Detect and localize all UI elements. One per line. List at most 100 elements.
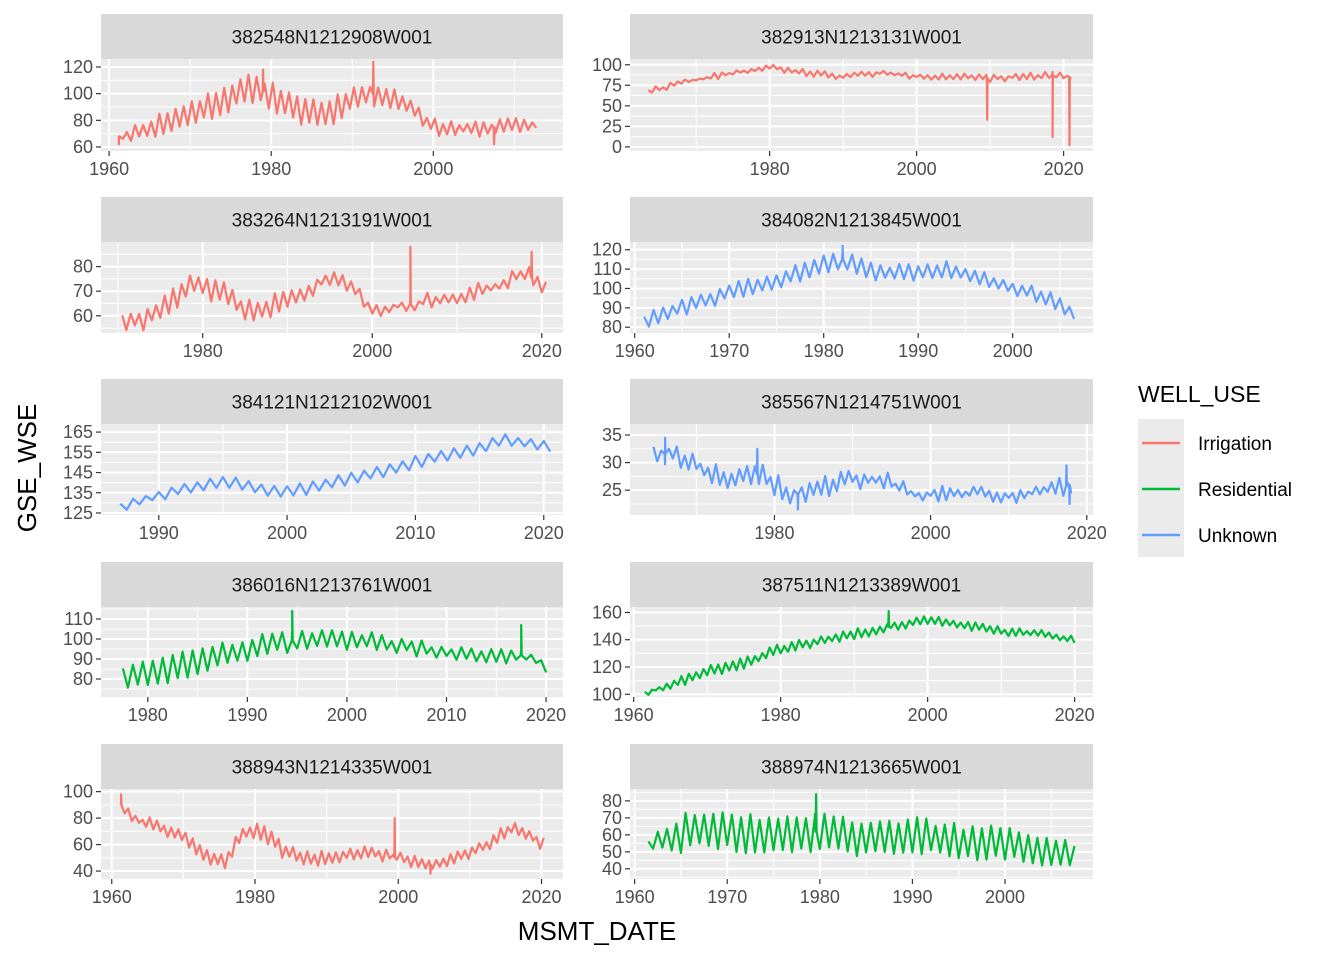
x-tick-label: 1960 <box>615 887 655 907</box>
panel-background <box>101 789 563 879</box>
series-line-residential <box>121 609 548 689</box>
series-line-unknown <box>652 436 1073 511</box>
legend: WELL_USE Irrigation Residential Unknown <box>1138 381 1292 557</box>
y-tick-label: 110 <box>64 609 93 629</box>
facet-strip <box>101 379 563 424</box>
series-line-unknown <box>119 433 552 511</box>
series-line-residential <box>643 610 1076 696</box>
x-tick-label: 2010 <box>395 523 435 543</box>
y-tick-label: 100 <box>592 55 622 75</box>
x-tick-label: 2000 <box>993 341 1033 361</box>
y-tick-label: 100 <box>63 629 93 649</box>
x-tick-label: 2000 <box>908 705 948 725</box>
x-tick-label: 1990 <box>139 523 179 543</box>
y-tick-label: 80 <box>602 317 622 337</box>
series-line-irrigation <box>647 63 1072 147</box>
legend-label-unknown: Unknown <box>1198 526 1277 547</box>
panel-background <box>101 607 563 697</box>
y-tick-label: 160 <box>592 602 622 622</box>
x-tick-label: 1960 <box>614 705 654 725</box>
x-tick-label: 2020 <box>521 887 561 907</box>
facet-strip <box>101 562 563 607</box>
facet-strip-label: 384082N1213845W001 <box>761 211 962 232</box>
x-tick-label: 2000 <box>413 159 453 179</box>
panel-background <box>101 59 563 151</box>
facet-strip-label: 385567N1214751W001 <box>761 393 962 414</box>
y-tick-label: 120 <box>592 657 622 677</box>
y-tick-label: 60 <box>73 835 93 855</box>
facet-panel: 384121N1212102W001 1990 2000 2010 2020 125135… <box>63 379 564 543</box>
x-tick-label: 2000 <box>352 341 392 361</box>
y-tick-label: 50 <box>602 842 622 862</box>
facet-panel: 388943N1214335W001 1960 1980 2000 2020 40 60 80… <box>63 744 563 907</box>
x-tick-label: 1970 <box>707 887 747 907</box>
facet-panel: 384082N1213845W001 1960 1970 1980 1990 2000 80… <box>592 197 1093 361</box>
x-tick-label: 1970 <box>709 341 749 361</box>
y-tick-label: 120 <box>592 240 622 260</box>
series-line-unknown <box>643 244 1076 328</box>
y-tick-label: 40 <box>602 859 622 879</box>
x-tick-label: 2020 <box>1044 159 1084 179</box>
facet-strip-label: 387511N1213389W001 <box>762 576 961 597</box>
y-tick-label: 90 <box>73 649 93 669</box>
legend-title: WELL_USE <box>1138 381 1261 407</box>
facet-strip-label: 388943N1214335W001 <box>232 758 433 779</box>
x-tick-label: 1980 <box>235 887 275 907</box>
facet-strip <box>630 197 1093 242</box>
series-line-irrigation <box>119 793 545 875</box>
facet-panel: 385567N1214751W001 1980 2000 2020 25 30 35 <box>602 379 1107 543</box>
facet-strip <box>630 379 1093 424</box>
y-tick-label: 165 <box>63 422 93 442</box>
facet-strip <box>630 562 1093 607</box>
y-tick-label: 140 <box>592 630 622 650</box>
x-tick-label: 1980 <box>750 159 790 179</box>
series-line-irrigation <box>117 60 538 146</box>
legend-items: Irrigation Residential Unknown <box>1142 434 1292 547</box>
y-tick-label: 110 <box>593 259 622 279</box>
x-axis-title: MSMT_DATE <box>518 916 676 946</box>
facet-strip-label: 386016N1213761W001 <box>232 576 433 597</box>
x-tick-label: 1980 <box>761 705 801 725</box>
y-tick-label: 80 <box>73 669 93 689</box>
facet-strip <box>630 744 1093 789</box>
legend-label-irrigation: Irrigation <box>1198 434 1272 455</box>
y-tick-label: 35 <box>602 425 622 445</box>
facet-strip <box>101 14 563 59</box>
x-tick-label: 2000 <box>911 523 951 543</box>
x-tick-label: 1980 <box>251 159 291 179</box>
panel-background <box>630 424 1093 515</box>
facet-strip <box>101 744 563 789</box>
y-tick-label: 100 <box>63 84 93 104</box>
y-tick-label: 0 <box>612 137 622 157</box>
x-tick-label: 1980 <box>183 341 223 361</box>
x-tick-label: 1990 <box>227 705 267 725</box>
legend-label-residential: Residential <box>1198 480 1292 501</box>
x-tick-label: 2000 <box>985 887 1025 907</box>
x-tick-label: 2020 <box>526 705 566 725</box>
x-tick-label: 1980 <box>754 523 794 543</box>
y-axis-title: GSE_WSE <box>12 404 42 533</box>
x-tick-label: 1980 <box>128 705 168 725</box>
y-tick-label: 100 <box>592 278 622 298</box>
y-tick-label: 80 <box>602 791 622 811</box>
x-tick-label: 1990 <box>898 341 938 361</box>
x-tick-label: 1960 <box>89 159 129 179</box>
facet-panel: 382548N1212908W001 1960 1980 2000 60 80 100 120 <box>63 14 563 179</box>
x-tick-label: 2000 <box>897 159 937 179</box>
y-tick-label: 120 <box>63 57 93 77</box>
facet-strip-label: 384121N1212102W001 <box>232 393 433 414</box>
y-tick-label: 70 <box>602 808 622 828</box>
y-tick-label: 125 <box>63 503 93 523</box>
panel-background <box>630 607 1093 697</box>
facet-panels: 382548N1212908W001 1960 1980 2000 60 80 100 120… <box>63 14 1107 907</box>
y-tick-label: 40 <box>73 861 93 881</box>
x-tick-label: 2020 <box>524 523 564 543</box>
x-tick-label: 1980 <box>800 887 840 907</box>
y-tick-label: 30 <box>602 453 622 473</box>
x-tick-label: 2020 <box>522 341 562 361</box>
x-tick-label: 1990 <box>892 887 932 907</box>
y-tick-label: 60 <box>602 825 622 845</box>
facet-panel: 387511N1213389W001 1960 1980 2000 2020 100 120… <box>592 562 1095 725</box>
